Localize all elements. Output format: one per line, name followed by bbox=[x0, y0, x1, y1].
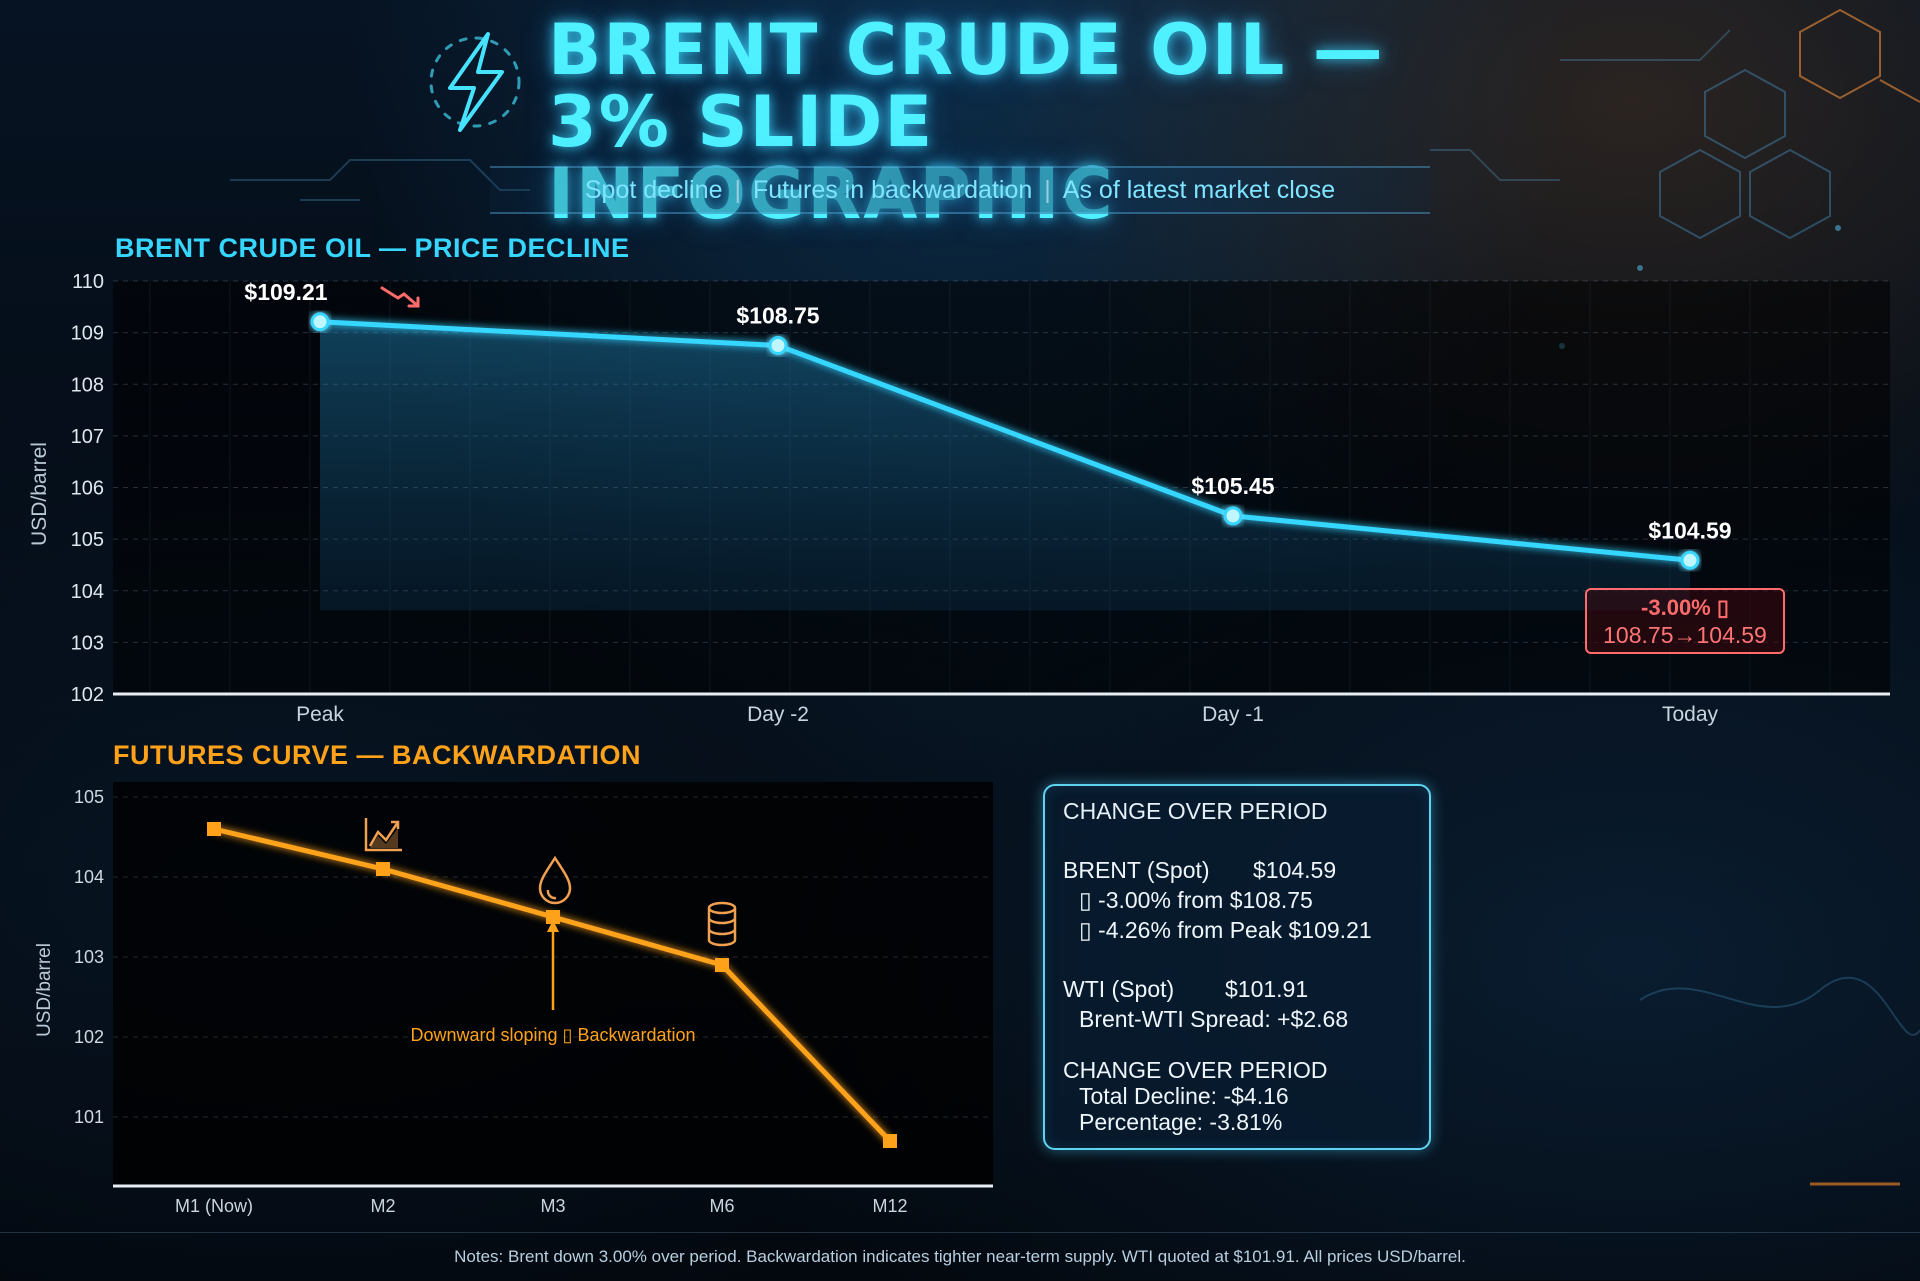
futures-curve-chart: 101 102 103 104 105 M1 (Now) M2 M3 M6 M12 USD/bar… bbox=[34, 782, 993, 1216]
y-tick-label: 102 bbox=[74, 1027, 104, 1047]
price-point-label: $104.59 bbox=[1648, 517, 1731, 543]
futures-point bbox=[207, 822, 221, 836]
x-tick-label: M2 bbox=[370, 1196, 395, 1216]
lightning-bolt-icon bbox=[429, 32, 521, 132]
x-tick-label: Day -1 bbox=[1202, 703, 1264, 726]
x-tick-label: M12 bbox=[872, 1196, 907, 1216]
subtitle-separator: | bbox=[734, 175, 741, 204]
y-tick-label: 110 bbox=[72, 271, 104, 293]
y-tick-label: 109 bbox=[71, 323, 104, 345]
price-y-axis-label: USD/barrel bbox=[28, 442, 51, 546]
annotation-arrow bbox=[547, 920, 559, 1010]
y-tick-label: 105 bbox=[74, 787, 104, 807]
y-tick-label: 104 bbox=[71, 581, 104, 603]
total-decline: Total Decline: -$4.16 bbox=[1079, 1083, 1289, 1109]
brent-change-vs-peak: ▯ -4.26% from Peak $109.21 bbox=[1079, 917, 1372, 943]
change-summary-panel: CHANGE OVER PERIOD BRENT (Spot) $104.59 … bbox=[1043, 784, 1431, 1150]
down-trend-arrow-icon bbox=[380, 286, 420, 308]
change-badge-range: 108.75→104.59 bbox=[1603, 622, 1767, 648]
price-chart-title: BRENT CRUDE OIL — PRICE DECLINE bbox=[115, 233, 630, 263]
price-point bbox=[1223, 506, 1243, 526]
y-tick-label: 103 bbox=[71, 632, 104, 654]
x-tick-label: Peak bbox=[296, 703, 344, 726]
futures-chart-title: FUTURES CURVE — BACKWARDATION bbox=[113, 740, 642, 770]
y-tick-label: 105 bbox=[71, 529, 104, 551]
subtitle-close: As of latest market close bbox=[1062, 175, 1336, 204]
price-point bbox=[768, 336, 788, 356]
footer-notes: Notes: Brent down 3.00% over period. Bac… bbox=[0, 1232, 1920, 1281]
price-point-label: $109.21 bbox=[244, 279, 327, 305]
futures-point bbox=[376, 862, 390, 876]
x-tick-label: Today bbox=[1662, 703, 1719, 726]
y-tick-label: 107 bbox=[71, 426, 104, 448]
price-area-fill bbox=[320, 321, 1690, 611]
price-point-label: $105.45 bbox=[1191, 473, 1274, 499]
change-badge: -3.00% ▯ 108.75→104.59 bbox=[1585, 588, 1785, 654]
price-line bbox=[319, 319, 1691, 563]
futures-point bbox=[883, 1134, 897, 1148]
brent-wti-spread: Brent-WTI Spread: +$2.68 bbox=[1079, 1006, 1349, 1032]
oil-barrels-icon bbox=[707, 901, 737, 947]
subtitle-separator: | bbox=[1044, 175, 1051, 204]
summary-heading: CHANGE OVER PERIOD bbox=[1063, 798, 1328, 824]
price-point bbox=[310, 312, 330, 332]
summary-heading-2: CHANGE OVER PERIOD bbox=[1063, 1057, 1328, 1083]
y-tick-label: 103 bbox=[74, 947, 104, 967]
futures-y-axis-label: USD/barrel bbox=[34, 943, 55, 1037]
subtitle-spot: Spot decline bbox=[584, 175, 723, 204]
y-tick-label: 101 bbox=[74, 1107, 104, 1127]
futures-point bbox=[546, 910, 560, 924]
wti-spot-label: WTI (Spot) bbox=[1063, 976, 1175, 1002]
x-tick-label: M1 (Now) bbox=[175, 1196, 253, 1216]
subtitle-bar: Spot decline | Futures in backwardation … bbox=[490, 166, 1430, 214]
x-tick-label: M3 bbox=[540, 1196, 565, 1216]
percentage-change: Percentage: -3.81% bbox=[1079, 1109, 1283, 1135]
x-tick-label: Day -2 bbox=[747, 703, 809, 726]
title-line-1: BRENT CRUDE OIL — bbox=[548, 9, 1385, 91]
y-tick-label: 102 bbox=[71, 684, 104, 706]
oil-drop-icon bbox=[538, 855, 572, 905]
price-point bbox=[1680, 550, 1700, 570]
futures-point bbox=[715, 958, 729, 972]
brent-change-vs-prev: ▯ -3.00% from $108.75 bbox=[1079, 887, 1313, 913]
y-tick-label: 104 bbox=[74, 867, 104, 887]
backwardation-annotation: Downward sloping ▯ Backwardation bbox=[410, 1025, 695, 1045]
brent-spot-label: BRENT (Spot) bbox=[1063, 857, 1210, 883]
wti-spot-value: $101.91 bbox=[1225, 976, 1309, 1002]
y-tick-label: 106 bbox=[71, 478, 104, 500]
brent-spot-value: $104.59 bbox=[1253, 857, 1337, 883]
y-tick-label: 108 bbox=[71, 374, 104, 396]
price-point-label: $108.75 bbox=[736, 303, 819, 329]
x-tick-label: M6 bbox=[709, 1196, 734, 1216]
subtitle-futures: Futures in backwardation bbox=[752, 175, 1033, 204]
rising-chart-icon bbox=[364, 818, 402, 852]
change-badge-percent: -3.00% ▯ bbox=[1641, 595, 1729, 620]
